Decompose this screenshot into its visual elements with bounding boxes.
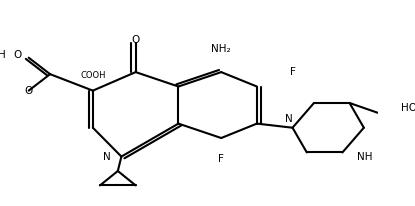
Text: HO: HO bbox=[401, 103, 415, 113]
Text: N: N bbox=[285, 115, 293, 124]
Text: F: F bbox=[290, 67, 295, 77]
Text: H: H bbox=[0, 50, 6, 60]
Text: F: F bbox=[218, 154, 224, 164]
Text: NH: NH bbox=[357, 152, 372, 162]
Text: O: O bbox=[24, 86, 33, 96]
Text: COOH: COOH bbox=[80, 71, 106, 80]
Text: O: O bbox=[132, 35, 140, 45]
Text: NH₂: NH₂ bbox=[211, 44, 231, 54]
Text: O: O bbox=[14, 50, 22, 60]
Text: N: N bbox=[103, 152, 111, 162]
